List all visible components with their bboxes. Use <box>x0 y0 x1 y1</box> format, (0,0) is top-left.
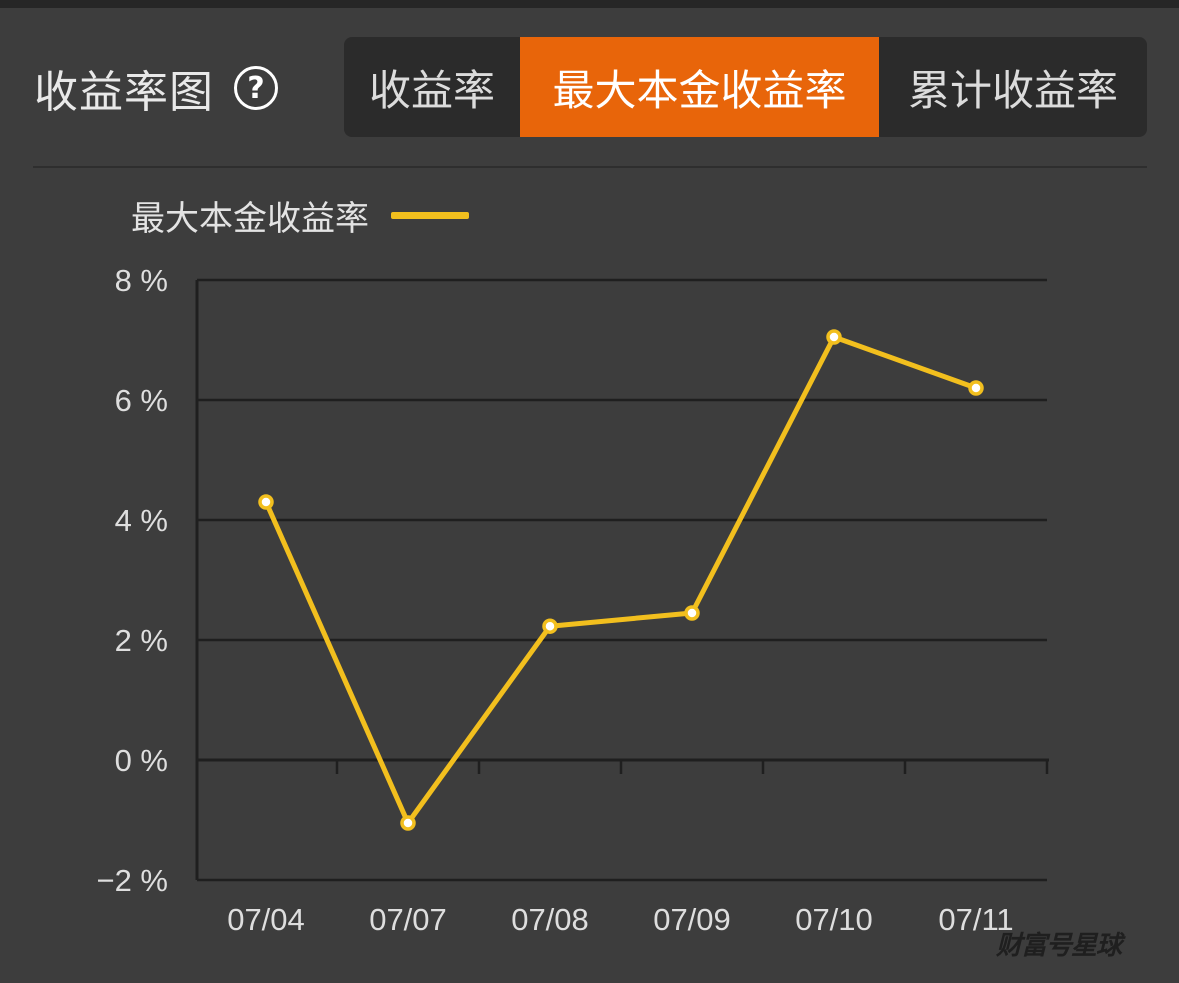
tab-cumulative-return-rate[interactable]: 累计收益率 <box>907 65 1118 115</box>
data-point-4 <box>826 329 842 345</box>
y-tick-label-3: 2 % <box>115 623 168 658</box>
x-tick-label-2: 07/08 <box>511 902 589 937</box>
legend-line-swatch <box>391 211 469 219</box>
tab-bar: 收益率 最大本金收益率 累计收益率 <box>344 37 1147 137</box>
header-divider <box>33 166 1147 168</box>
tab-max-principal-return-rate[interactable]: 最大本金收益率 <box>520 37 879 137</box>
data-point-0 <box>258 494 274 510</box>
page-title: 收益率图 <box>34 67 214 118</box>
x-tick-label-1: 07/07 <box>369 902 447 937</box>
x-tick-label-5: 07/11 <box>938 902 1013 937</box>
question-circle-icon[interactable]: ? <box>234 66 278 110</box>
tab-return-rate[interactable]: 收益率 <box>368 65 495 115</box>
header: 收益率图 ? <box>34 38 278 138</box>
x-tick-label-0: 07/04 <box>227 902 305 937</box>
y-tick-label-2: 4 % <box>115 503 168 538</box>
x-tick-label-3: 07/09 <box>653 902 731 937</box>
series-line <box>263 334 979 826</box>
y-tick-label-4: 0 % <box>115 743 168 778</box>
y-tick-label-1: 6 % <box>115 383 168 418</box>
data-point-5 <box>968 380 984 396</box>
data-point-1 <box>400 815 416 831</box>
x-tick-label-4: 07/10 <box>795 902 873 937</box>
watermark: 财富号星球 <box>996 931 1122 961</box>
y-tick-label-5: −2 % <box>96 863 168 898</box>
y-tick-label-0: 8 % <box>115 263 168 298</box>
top-strip <box>0 0 1179 8</box>
data-point-3 <box>684 605 700 621</box>
data-point-2 <box>542 618 558 634</box>
chart-legend: 最大本金收益率 <box>131 192 469 239</box>
legend-label: 最大本金收益率 <box>131 198 369 239</box>
